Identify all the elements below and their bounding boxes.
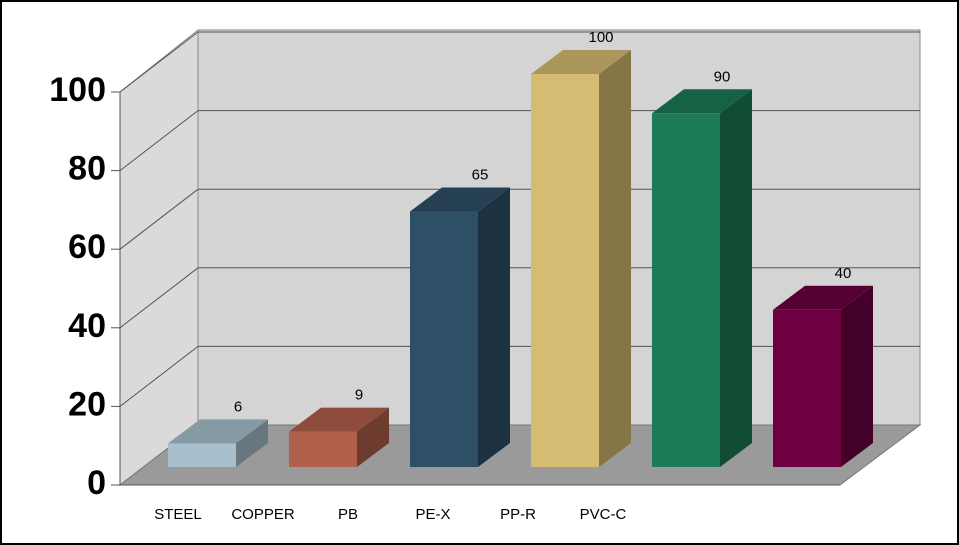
bar-side (599, 50, 631, 467)
y-tick-label: 40 (68, 307, 106, 345)
bar (410, 187, 510, 468)
bar-side (841, 285, 873, 467)
x-tick-label: PB (338, 506, 358, 523)
bar (289, 407, 389, 467)
bar-top (773, 285, 873, 310)
bar-side (357, 407, 389, 467)
y-tick-label: 60 (68, 228, 106, 266)
grid-line (119, 31, 199, 93)
value-label: 90 (714, 68, 731, 85)
value-label: 65 (472, 167, 489, 184)
bar-front (289, 431, 357, 467)
bar-top (168, 419, 268, 444)
bar-front (410, 211, 478, 467)
y-tick-label: 0 (87, 464, 106, 502)
bar-side (720, 89, 752, 468)
grid-line (119, 188, 199, 250)
grid-line (119, 110, 199, 171)
value-label: 40 (835, 265, 852, 282)
y-tick-label: 80 (68, 150, 106, 188)
side-wall (119, 28, 199, 487)
bar-top (652, 89, 752, 114)
y-tick-label: 100 (49, 71, 106, 109)
bar-top (531, 50, 631, 74)
bar (773, 285, 873, 467)
bar-side (236, 419, 268, 467)
bar-top (410, 187, 510, 212)
bar (652, 89, 752, 468)
x-tick-label: STEEL (154, 506, 202, 523)
y-tick-label: 20 (68, 385, 106, 423)
bar (168, 419, 268, 467)
value-label: 9 (355, 387, 363, 404)
value-label: 6 (234, 398, 242, 415)
grid-line (119, 267, 199, 329)
bar-front (652, 113, 720, 468)
bar (531, 50, 631, 467)
bar-front (168, 443, 236, 467)
bar-top (289, 407, 389, 432)
grid-line (119, 346, 199, 407)
x-tick-label: PVC-C (580, 506, 627, 523)
bar-side (478, 187, 510, 468)
bar-front (531, 74, 599, 467)
x-tick-label: COPPER (231, 506, 295, 523)
x-tick-label: PP-R (500, 506, 536, 523)
value-label: 100 (588, 29, 613, 46)
x-tick-label: PE-X (415, 506, 450, 523)
bar-front (773, 309, 841, 467)
